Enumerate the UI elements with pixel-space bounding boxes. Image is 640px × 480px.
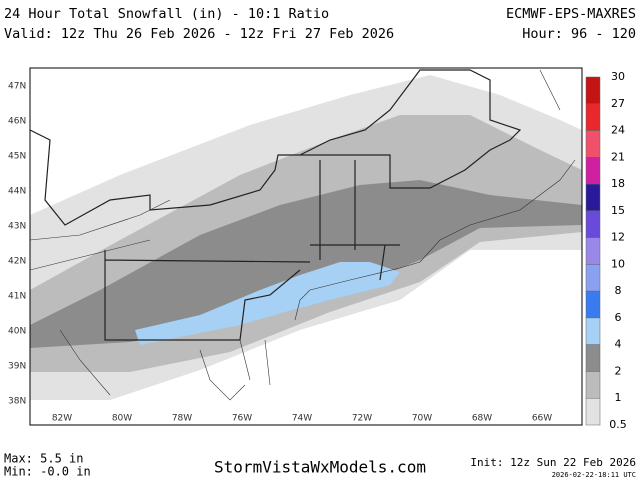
lon-label: 66W [532, 414, 552, 424]
lon-label: 82W [52, 414, 72, 424]
lat-label: 41N [8, 292, 26, 302]
lat-label: 47N [8, 82, 26, 92]
map-frame [29, 67, 583, 426]
colorbar-label: 1 [615, 391, 622, 404]
colorbar-label: 18 [611, 177, 625, 190]
lon-label: 70W [412, 414, 432, 424]
colorbar-box [585, 130, 601, 158]
title: 24 Hour Total Snowfall (in) - 10:1 Ratio [4, 6, 329, 22]
lat-label: 45N [8, 152, 26, 162]
forecast-hour: Hour: 96 - 120 [522, 26, 636, 42]
colorbar-box [585, 317, 601, 345]
map [29, 67, 583, 426]
state-lines [104, 160, 400, 341]
lon-label: 74W [292, 414, 312, 424]
colorbar-box [585, 76, 601, 105]
colorbar-label: 2 [615, 364, 622, 377]
map-axes: 47N 46N 45N 44N 43N 42N 41N 40N 39N 38N 82W 80W 78W 7… [8, 82, 552, 424]
colorbar-label: 24 [611, 124, 625, 137]
timestamp: 2026-02-22-18:11 UTC [552, 471, 636, 479]
colorbar-label: 27 [611, 97, 625, 110]
valid-time: Valid: 12z Thu 26 Feb 2026 - 12z Fri 27 … [4, 26, 394, 42]
colorbar-box [585, 397, 601, 426]
lat-label: 40N [8, 327, 26, 337]
colorbar-label: 15 [611, 204, 625, 217]
colorbar-label: 6 [615, 311, 622, 324]
min-value: Min: -0.0 in [4, 465, 91, 479]
colorbar-box [585, 210, 601, 238]
colorbar-box [585, 183, 601, 212]
colorbar-label: 0.5 [609, 418, 627, 431]
colorbar-box [585, 371, 601, 399]
snow-4 [135, 262, 400, 345]
colorbar-label: 12 [611, 231, 625, 244]
lat-label: 43N [8, 222, 26, 232]
lon-label: 78W [172, 414, 192, 424]
colorbar-box [585, 237, 601, 265]
lon-label: 72W [352, 414, 372, 424]
lat-label: 42N [8, 257, 26, 267]
colorbar-box [585, 290, 601, 319]
init-time: Init: 12z Sun 22 Feb 2026 [470, 456, 636, 469]
colorbar-label: 10 [611, 257, 625, 270]
colorbar-box [585, 344, 601, 372]
colorbar-label: 30 [611, 70, 625, 83]
max-value: Max: 5.5 in [4, 452, 83, 466]
lon-label: 76W [232, 414, 252, 424]
lat-label: 44N [8, 187, 26, 197]
colorbar-box [585, 103, 601, 131]
lon-label: 68W [472, 414, 492, 424]
border [29, 69, 522, 226]
model: ECMWF-EPS-MAXRES [506, 6, 636, 22]
lon-label: 80W [112, 414, 132, 424]
colorbar-box [585, 157, 601, 185]
site: StormVistaWxModels.com [214, 458, 426, 477]
colorbar-label: 21 [611, 150, 625, 163]
lat-label: 39N [8, 362, 26, 372]
colorbar-box [585, 264, 601, 292]
snow-2 [30, 180, 582, 348]
lat-label: 38N [8, 397, 26, 407]
colorbar-label: 8 [615, 284, 622, 297]
colorbar-label: 4 [615, 338, 622, 351]
lat-label: 46N [8, 117, 26, 127]
coastline [29, 69, 576, 401]
